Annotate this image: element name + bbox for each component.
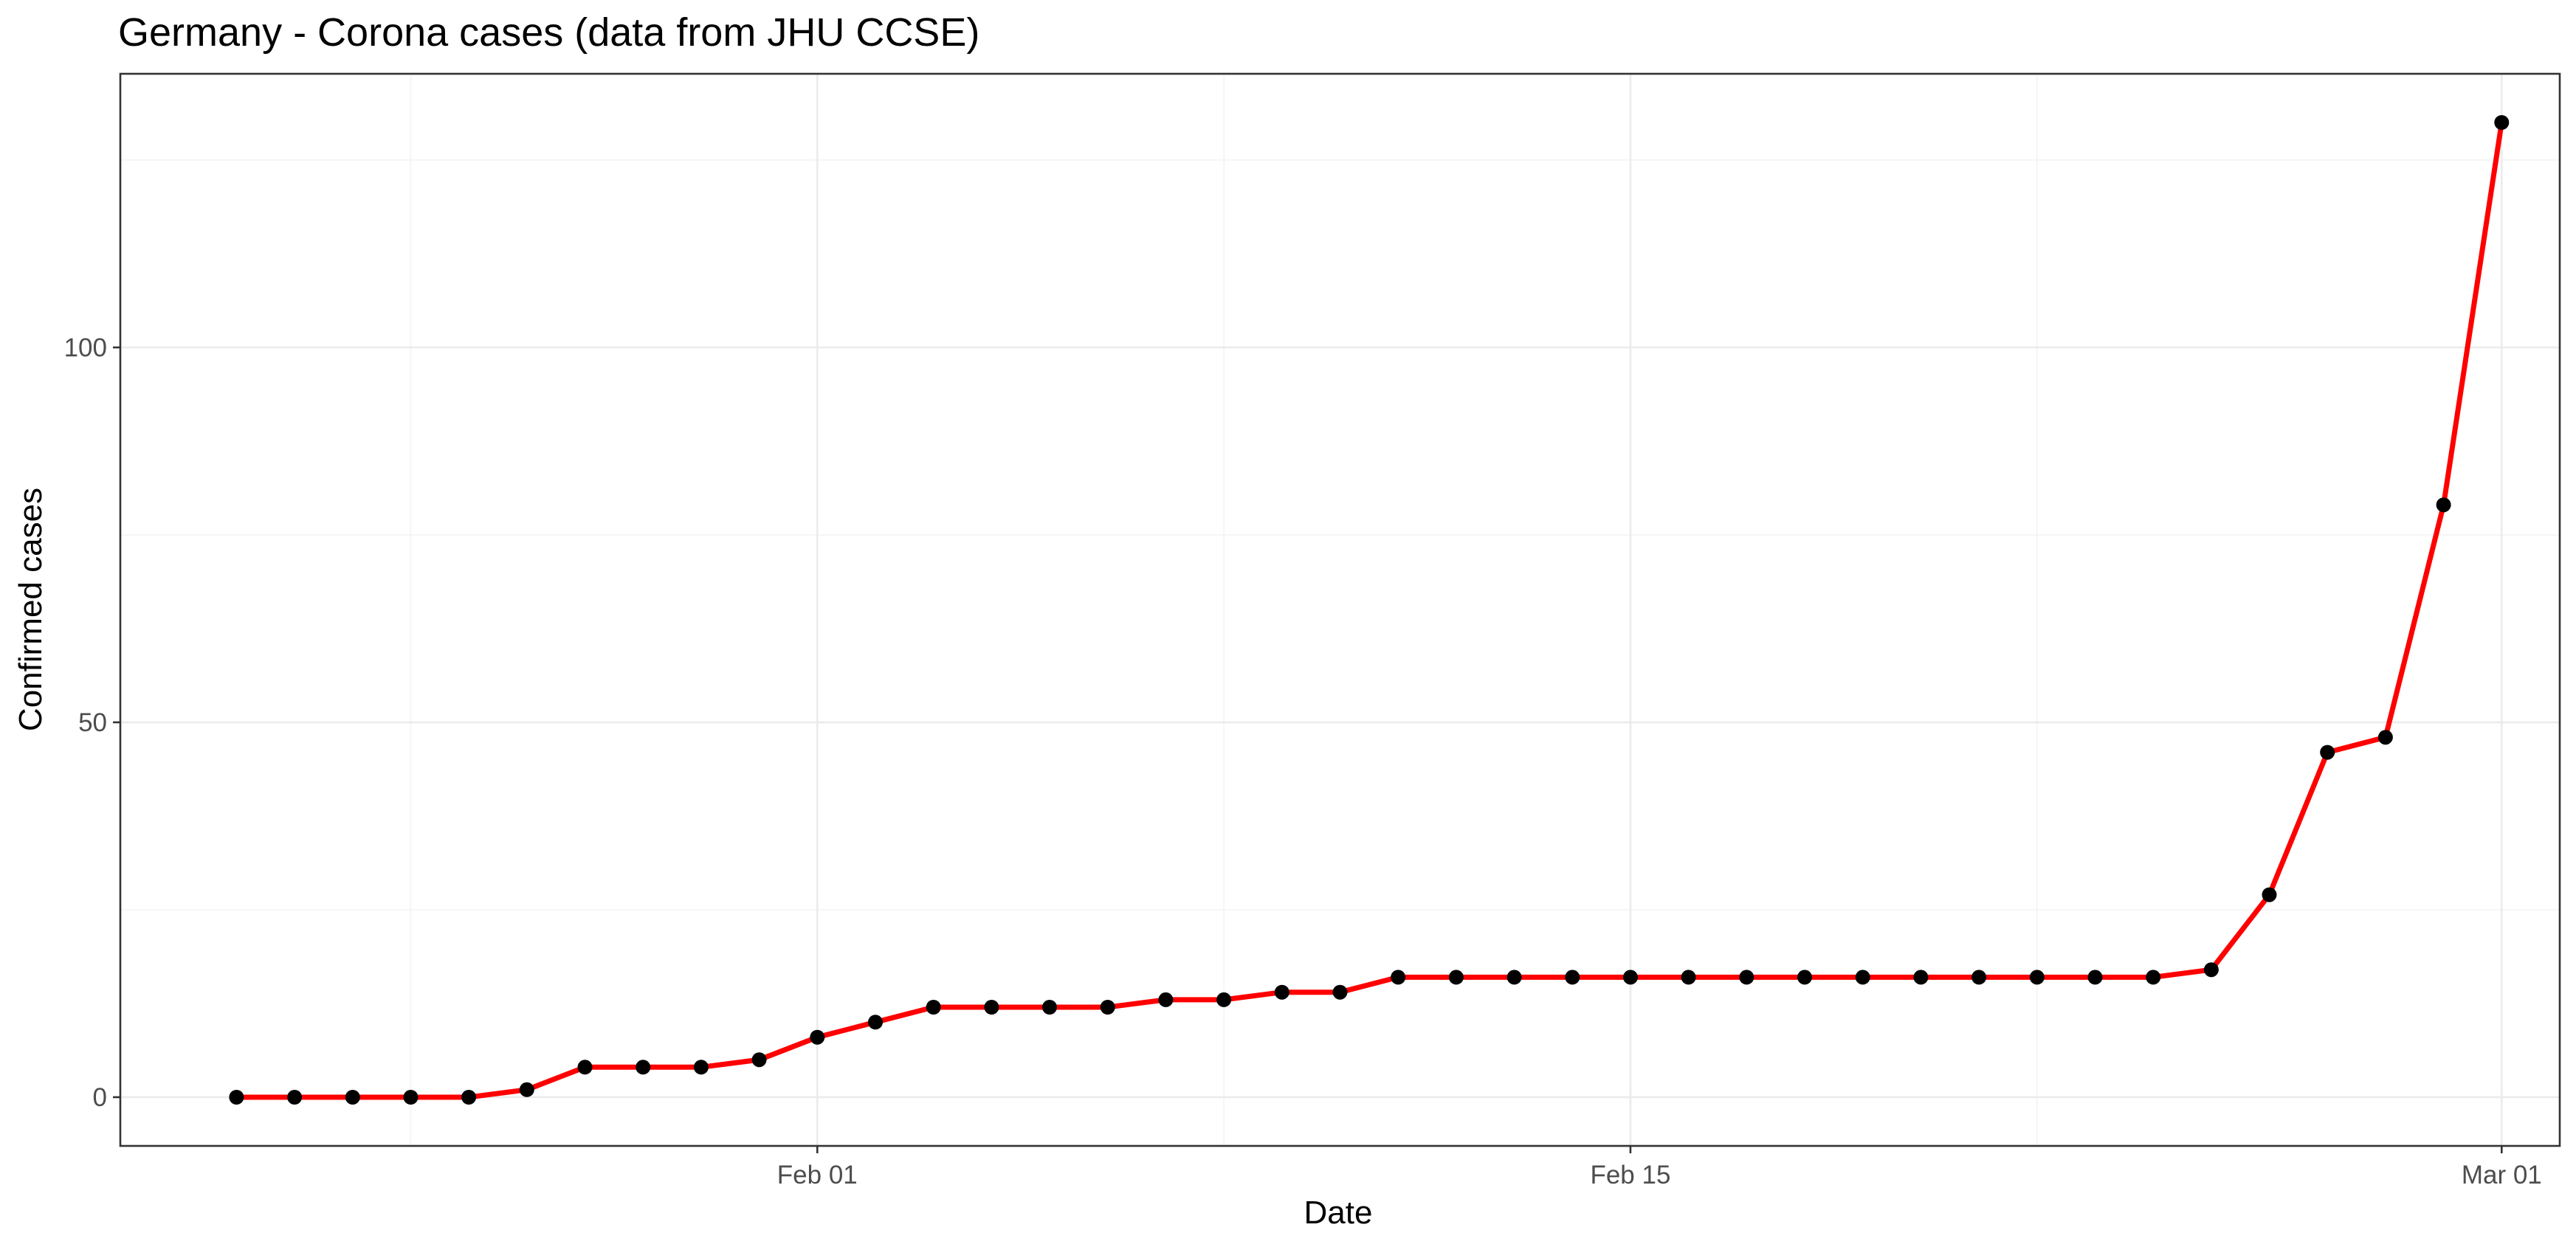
x-tick-label: Feb 01 — [777, 1161, 858, 1189]
data-point-2020-02-09 — [1274, 984, 1289, 1000]
data-point-2020-01-30 — [693, 1060, 709, 1075]
data-point-2020-02-25 — [2203, 962, 2219, 978]
data-point-2020-01-29 — [636, 1060, 651, 1075]
data-point-2020-02-24 — [2146, 970, 2161, 985]
data-point-2020-02-04 — [984, 1000, 999, 1015]
data-point-2020-01-22 — [229, 1090, 244, 1105]
data-point-2020-02-28 — [2377, 730, 2393, 745]
data-point-2020-02-20 — [1913, 970, 1929, 985]
data-point-2020-02-27 — [2320, 745, 2335, 760]
data-point-2020-01-25 — [403, 1090, 419, 1105]
data-point-2020-02-07 — [1158, 992, 1174, 1007]
data-point-2020-02-15 — [1623, 970, 1638, 985]
y-tick-label: 0 — [93, 1083, 107, 1112]
data-point-2020-02-13 — [1506, 970, 1522, 985]
y-tick-label: 100 — [64, 334, 107, 362]
data-point-2020-02-02 — [868, 1015, 883, 1030]
data-point-2020-02-10 — [1332, 984, 1348, 1000]
data-point-2020-02-11 — [1391, 970, 1406, 985]
chart-title: Germany - Corona cases (data from JHU CC… — [118, 10, 979, 55]
plot-panel — [119, 72, 2561, 1147]
y-axis: 0 50 100 — [64, 334, 120, 1112]
data-point-2020-01-24 — [345, 1090, 360, 1105]
data-point-2020-02-16 — [1681, 970, 1696, 985]
data-point-2020-02-12 — [1448, 970, 1464, 985]
data-point-2020-02-01 — [810, 1029, 825, 1045]
y-axis-title: Confirmed cases — [13, 488, 49, 731]
data-point-2020-02-03 — [926, 1000, 941, 1015]
data-point-2020-02-23 — [2087, 970, 2103, 985]
data-point-2020-02-21 — [1971, 970, 1987, 985]
y-major-gridlines — [120, 346, 2560, 1099]
data-point-2020-02-05 — [1042, 1000, 1057, 1015]
data-point-2020-02-06 — [1100, 1000, 1115, 1015]
x-axis: Feb 01 Feb 15 Mar 01 — [777, 1146, 2542, 1189]
data-point-2020-02-17 — [1739, 970, 1754, 985]
panel-border — [119, 72, 2561, 1147]
y-minor-gridlines — [120, 159, 2560, 911]
data-point-2020-02-19 — [1855, 970, 1870, 985]
y-tick-label: 50 — [78, 708, 107, 737]
data-point-2020-01-23 — [287, 1090, 303, 1105]
x-axis-title: Date — [1304, 1195, 1373, 1231]
data-point-2020-01-26 — [461, 1090, 477, 1105]
data-point-2020-03-01 — [2494, 115, 2510, 130]
x-tick-label: Mar 01 — [2462, 1161, 2542, 1189]
data-point-2020-02-18 — [1797, 970, 1812, 985]
data-point-2020-02-08 — [1216, 992, 1232, 1007]
data-point-2020-01-27 — [519, 1082, 534, 1097]
data-point-2020-02-29 — [2436, 497, 2451, 513]
data-point-2020-01-31 — [751, 1052, 767, 1068]
series-line-0 — [233, 120, 2504, 1100]
data-point-2020-02-14 — [1565, 970, 1580, 985]
x-tick-label: Feb 15 — [1590, 1161, 1670, 1189]
series-layer — [229, 115, 2510, 1105]
data-point-2020-01-28 — [577, 1060, 593, 1075]
x-minor-gridlines — [410, 74, 2038, 1146]
data-point-2020-02-22 — [2029, 970, 2045, 985]
x-major-gridlines — [816, 74, 2503, 1146]
panel-background — [120, 74, 2560, 1146]
data-point-2020-02-26 — [2262, 887, 2277, 902]
